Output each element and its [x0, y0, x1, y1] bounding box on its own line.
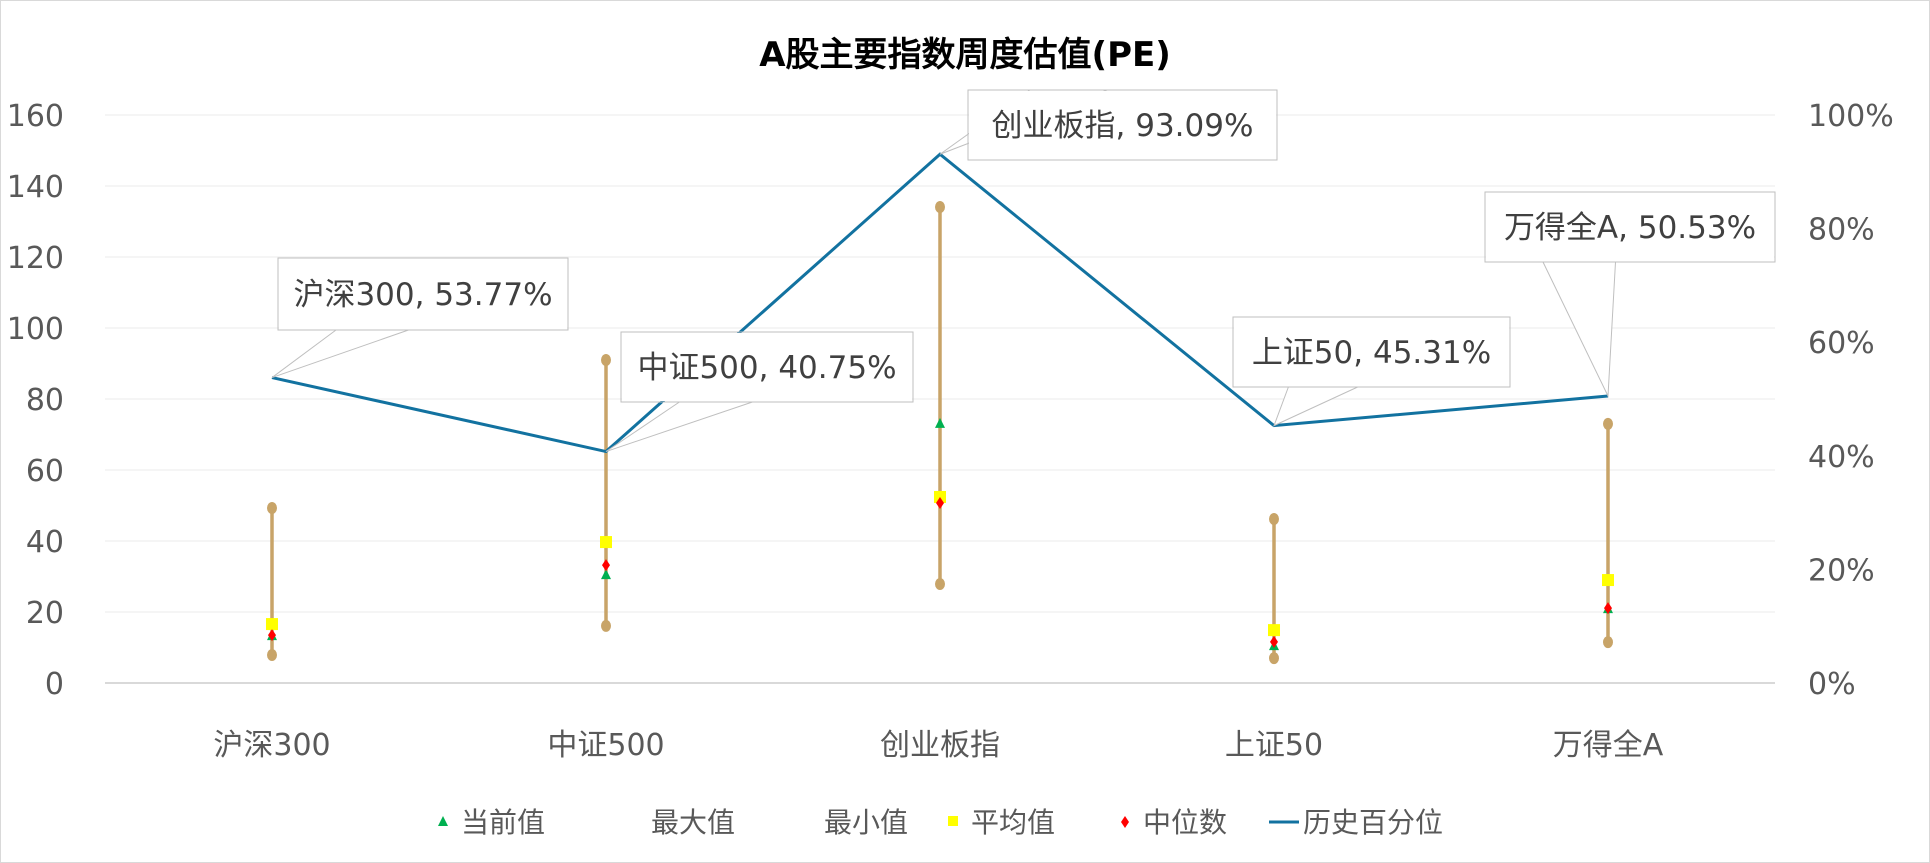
data-label-background	[969, 91, 1276, 159]
legend-item-label: 最小值	[824, 806, 908, 839]
data-label-box	[277, 257, 569, 331]
x-category-label: 创业板指	[880, 728, 1000, 763]
y-left-tick-label: 0	[45, 667, 64, 702]
min-value-point	[601, 619, 611, 632]
legend-item-label: 平均值	[971, 806, 1055, 839]
current-value-marker	[601, 569, 611, 580]
y-right-tick-label: 20%	[1808, 553, 1875, 588]
legend-diamond-icon	[1121, 816, 1129, 828]
x-category-label: 沪深300	[213, 728, 330, 763]
current-value-marker	[935, 417, 945, 428]
min-value-point	[1269, 652, 1279, 665]
max-value-point	[1269, 512, 1279, 525]
y-left-tick-label: 40	[26, 525, 64, 560]
y-right-tick-label: 40%	[1808, 440, 1875, 475]
y-right-tick-label: 0%	[1808, 667, 1856, 702]
min-value-point	[1603, 636, 1613, 649]
x-category-label: 上证50	[1225, 728, 1323, 763]
y-right-tick-label: 80%	[1808, 213, 1875, 248]
data-label-background	[622, 333, 912, 401]
y-left-tick-label: 80	[26, 383, 64, 418]
max-value-point	[601, 353, 611, 366]
data-label: 万得全A, 50.53%	[1504, 210, 1756, 246]
average-value-marker	[266, 618, 278, 631]
max-value-point	[267, 501, 277, 514]
data-label: 上证50, 45.31%	[1252, 335, 1491, 371]
average-value-marker	[1268, 624, 1280, 637]
y-right-tick-label: 60%	[1808, 326, 1875, 361]
legend-square-icon	[948, 816, 958, 826]
data-label: 沪深300, 53.77%	[293, 277, 552, 313]
chart-title: A股主要指数周度估值(PE)	[759, 35, 1171, 75]
median-value-marker	[268, 629, 276, 642]
y-left-tick-label: 160	[7, 99, 64, 134]
y-left-tick-label: 100	[7, 312, 64, 347]
data-label: 创业板指, 93.09%	[992, 108, 1254, 144]
data-label-box	[1484, 191, 1776, 263]
data-label-box	[967, 89, 1278, 161]
y-left-tick-label: 120	[7, 241, 64, 276]
data-label-box	[620, 331, 914, 403]
x-category-label: 中证500	[547, 728, 664, 763]
max-value-point	[1603, 417, 1613, 430]
data-label-background	[1486, 193, 1774, 261]
average-value-marker	[1602, 574, 1614, 587]
y-left-tick-label: 20	[26, 596, 64, 631]
y-left-tick-label: 60	[26, 454, 64, 489]
x-category-label: 万得全A	[1553, 728, 1664, 763]
legend-item-label: 历史百分位	[1303, 806, 1443, 839]
legend-item-label: 当前值	[461, 806, 545, 839]
y-right-tick-label: 100%	[1808, 99, 1894, 134]
max-value-point	[935, 200, 945, 213]
average-value-marker	[934, 490, 946, 503]
legend-item-label: 中位数	[1143, 806, 1227, 839]
legend-item-label: 最大值	[651, 806, 735, 839]
y-left-tick-label: 140	[7, 170, 64, 205]
data-label-box	[1232, 316, 1511, 388]
median-value-marker	[1604, 602, 1612, 615]
average-value-marker	[600, 536, 612, 549]
min-value-point	[935, 577, 945, 590]
median-value-marker	[1270, 635, 1278, 648]
data-label-background	[1234, 318, 1509, 386]
min-value-point	[267, 648, 277, 661]
data-label: 中证500, 40.75%	[637, 350, 896, 386]
data-label-background	[279, 259, 567, 329]
median-value-marker	[602, 559, 610, 572]
median-value-marker	[936, 497, 944, 510]
legend-triangle-icon	[438, 816, 448, 826]
